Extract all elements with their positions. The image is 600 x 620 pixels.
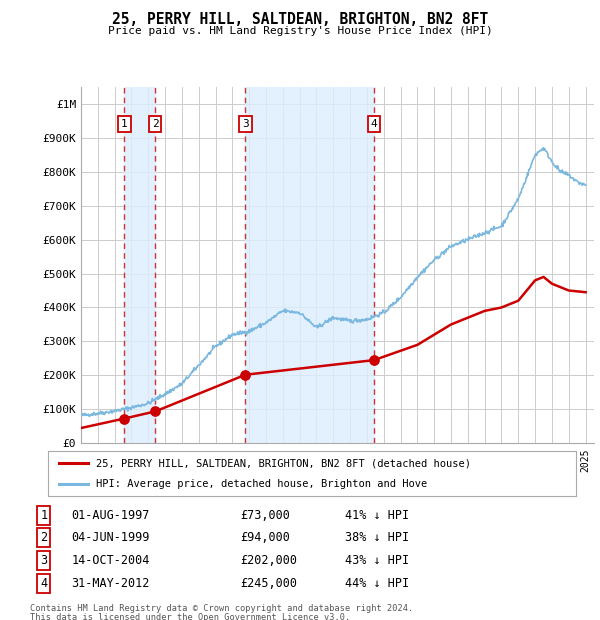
Text: 3: 3 <box>242 119 249 129</box>
Point <box>119 414 129 423</box>
Text: £73,000: £73,000 <box>240 508 290 521</box>
Text: 4: 4 <box>371 119 377 129</box>
Text: 01-AUG-1997: 01-AUG-1997 <box>71 508 150 521</box>
Text: £245,000: £245,000 <box>240 577 297 590</box>
Point <box>151 407 160 417</box>
Text: 3: 3 <box>40 554 47 567</box>
Text: 41% ↓ HPI: 41% ↓ HPI <box>344 508 409 521</box>
Text: 14-OCT-2004: 14-OCT-2004 <box>71 554 150 567</box>
Text: HPI: Average price, detached house, Brighton and Hove: HPI: Average price, detached house, Brig… <box>95 479 427 489</box>
Text: 1: 1 <box>40 508 47 521</box>
Text: 4: 4 <box>40 577 47 590</box>
Text: 2: 2 <box>40 531 47 544</box>
Point <box>369 355 379 365</box>
Text: 43% ↓ HPI: 43% ↓ HPI <box>344 554 409 567</box>
Text: Contains HM Land Registry data © Crown copyright and database right 2024.: Contains HM Land Registry data © Crown c… <box>30 604 413 613</box>
Text: 31-MAY-2012: 31-MAY-2012 <box>71 577 150 590</box>
Text: 04-JUN-1999: 04-JUN-1999 <box>71 531 150 544</box>
Bar <box>124 87 155 443</box>
Text: 25, PERRY HILL, SALTDEAN, BRIGHTON, BN2 8FT: 25, PERRY HILL, SALTDEAN, BRIGHTON, BN2 … <box>112 12 488 27</box>
Text: 2: 2 <box>152 119 159 129</box>
Text: 44% ↓ HPI: 44% ↓ HPI <box>344 577 409 590</box>
Text: £202,000: £202,000 <box>240 554 297 567</box>
Text: 38% ↓ HPI: 38% ↓ HPI <box>344 531 409 544</box>
Text: £94,000: £94,000 <box>240 531 290 544</box>
Text: This data is licensed under the Open Government Licence v3.0.: This data is licensed under the Open Gov… <box>30 613 350 620</box>
Text: 25, PERRY HILL, SALTDEAN, BRIGHTON, BN2 8FT (detached house): 25, PERRY HILL, SALTDEAN, BRIGHTON, BN2 … <box>95 458 470 469</box>
Text: 1: 1 <box>121 119 128 129</box>
Bar <box>245 87 374 443</box>
Point <box>241 370 250 379</box>
Text: Price paid vs. HM Land Registry's House Price Index (HPI): Price paid vs. HM Land Registry's House … <box>107 26 493 36</box>
